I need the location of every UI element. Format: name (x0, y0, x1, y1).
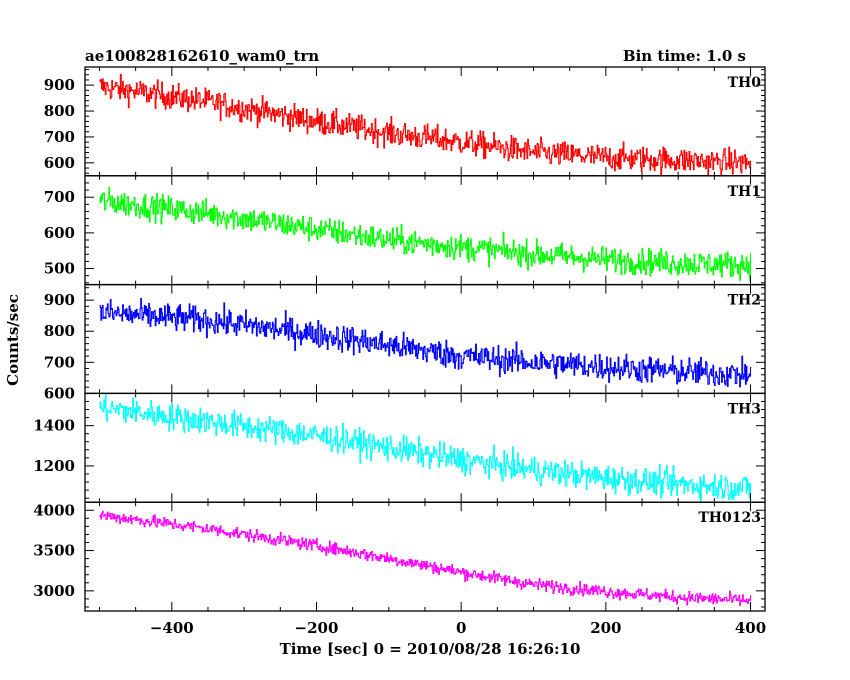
panel-label-th1: TH1 (728, 184, 761, 200)
x-axis-label: Time [sec] 0 = 2010/08/28 16:26:10 (280, 640, 581, 658)
panels-layer: 600 700 800 900 TH0 500 600 700 TH1 600 700 800 900 T… (33, 66, 766, 637)
panel-th0: 600 700 800 900 TH0 (44, 66, 766, 177)
y-tick-label: 900 (44, 76, 75, 94)
series-line-th0123 (99, 510, 752, 606)
panel-label-th3: TH3 (728, 401, 761, 417)
y-tick-label: 600 (44, 154, 75, 172)
y-tick-label: 700 (44, 188, 75, 206)
panel-th0123: 3000 3500 4000 TH0123 (33, 501, 766, 612)
y-tick-label: 600 (44, 384, 75, 402)
series-line-th1 (99, 186, 752, 282)
panel-th2: 600 700 800 900 TH2 (44, 283, 766, 402)
x-tick-label: 200 (590, 619, 621, 637)
panel-label-th2: TH2 (728, 293, 761, 309)
x-tick-label: −400 (150, 619, 194, 637)
y-tick-label: 800 (44, 322, 75, 340)
x-tick-label: 400 (735, 619, 766, 637)
y-tick-label: 3000 (33, 582, 75, 600)
y-tick-label: 600 (44, 224, 75, 242)
series-line-th2 (99, 297, 752, 388)
x-tick-label: −200 (295, 619, 339, 637)
panel-label-th0123: TH0123 (698, 510, 761, 526)
y-tick-label: 700 (44, 353, 75, 371)
y-tick-label: 500 (44, 260, 75, 278)
y-tick-label: 900 (44, 291, 75, 309)
y-tick-label: 700 (44, 128, 75, 146)
y-axis-label: Counts/sec (4, 294, 22, 386)
y-tick-label: 1400 (33, 417, 75, 435)
series-line-th0 (99, 74, 752, 176)
y-tick-label: 4000 (33, 501, 75, 519)
y-tick-label: 800 (44, 102, 75, 120)
panel-frame (84, 66, 766, 177)
y-tick-label: 1200 (33, 457, 75, 475)
panel-th1: 500 600 700 TH1 (44, 175, 766, 286)
bin-time-label: Bin time: 1.0 s (623, 47, 746, 65)
y-tick-label: 3500 (33, 542, 75, 560)
series-line-th3 (99, 393, 752, 503)
panel-th3: 1200 1400 TH3 (33, 392, 766, 503)
chart-title: ae100828162610_wam0_trn (85, 47, 319, 65)
panel-label-th0: TH0 (728, 75, 762, 91)
x-tick-label: 0 (456, 619, 466, 637)
